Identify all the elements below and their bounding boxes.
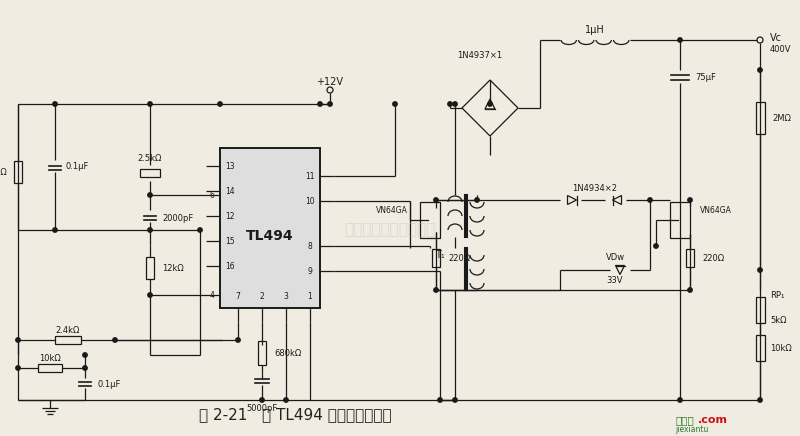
Text: 10kΩ: 10kΩ bbox=[770, 344, 792, 352]
Text: 11: 11 bbox=[306, 171, 314, 181]
Text: 400V: 400V bbox=[770, 45, 791, 54]
Circle shape bbox=[488, 102, 492, 106]
Text: 1μH: 1μH bbox=[585, 25, 605, 35]
Text: 1N4934×2: 1N4934×2 bbox=[573, 184, 618, 193]
Text: 2000pF: 2000pF bbox=[162, 214, 194, 222]
Text: VN64GA: VN64GA bbox=[376, 205, 408, 215]
Circle shape bbox=[16, 338, 20, 342]
Circle shape bbox=[318, 102, 322, 106]
Text: RP₁: RP₁ bbox=[770, 290, 784, 300]
Text: 1N4937×1: 1N4937×1 bbox=[458, 51, 502, 59]
Text: 220Ω: 220Ω bbox=[448, 253, 470, 262]
Text: 10kΩ: 10kΩ bbox=[39, 354, 61, 362]
Bar bbox=[146, 257, 154, 279]
Circle shape bbox=[448, 102, 452, 106]
Bar bbox=[220, 148, 320, 308]
Text: .com: .com bbox=[698, 415, 728, 425]
Text: 1: 1 bbox=[308, 292, 312, 300]
Text: 680kΩ: 680kΩ bbox=[274, 348, 302, 358]
Circle shape bbox=[328, 102, 332, 106]
Circle shape bbox=[648, 198, 652, 202]
Text: 10: 10 bbox=[305, 197, 315, 205]
Circle shape bbox=[148, 193, 152, 197]
Text: 75μF: 75μF bbox=[695, 74, 716, 82]
Bar bbox=[38, 364, 62, 372]
Text: 5kΩ: 5kΩ bbox=[770, 316, 786, 324]
Circle shape bbox=[758, 398, 762, 402]
Text: T₁: T₁ bbox=[435, 250, 445, 260]
Text: 220Ω: 220Ω bbox=[702, 253, 724, 262]
Text: 2: 2 bbox=[260, 292, 264, 300]
Text: 5000pF: 5000pF bbox=[246, 403, 278, 412]
Circle shape bbox=[678, 398, 682, 402]
Text: 7: 7 bbox=[235, 292, 241, 300]
Text: 15: 15 bbox=[225, 236, 235, 245]
Bar bbox=[55, 336, 81, 344]
Bar bbox=[755, 335, 765, 361]
Text: 接线图: 接线图 bbox=[675, 415, 694, 425]
Circle shape bbox=[83, 353, 87, 357]
Bar bbox=[670, 202, 690, 238]
Text: 6: 6 bbox=[209, 191, 214, 200]
Text: 0.1μF: 0.1μF bbox=[66, 161, 90, 170]
Text: 杭州将睿科技有限公司: 杭州将睿科技有限公司 bbox=[344, 222, 436, 238]
Circle shape bbox=[16, 366, 20, 370]
Circle shape bbox=[688, 198, 692, 202]
Circle shape bbox=[218, 102, 222, 106]
Circle shape bbox=[148, 228, 152, 232]
Text: 12kΩ: 12kΩ bbox=[162, 263, 184, 272]
Text: 2.4kΩ: 2.4kΩ bbox=[56, 326, 80, 334]
Text: 3: 3 bbox=[283, 292, 289, 300]
Circle shape bbox=[83, 366, 87, 370]
Text: 0.1μF: 0.1μF bbox=[97, 379, 120, 388]
Circle shape bbox=[688, 288, 692, 292]
Circle shape bbox=[475, 198, 479, 202]
Circle shape bbox=[654, 244, 658, 248]
Text: Vc: Vc bbox=[770, 33, 782, 43]
Circle shape bbox=[113, 338, 118, 342]
Circle shape bbox=[678, 38, 682, 42]
Bar bbox=[420, 202, 440, 238]
Circle shape bbox=[53, 228, 58, 232]
Circle shape bbox=[148, 293, 152, 297]
Circle shape bbox=[453, 398, 458, 402]
Circle shape bbox=[53, 102, 58, 106]
Text: 2.5kΩ: 2.5kΩ bbox=[138, 153, 162, 163]
Text: 16: 16 bbox=[225, 262, 235, 270]
Circle shape bbox=[198, 228, 202, 232]
Circle shape bbox=[758, 68, 762, 72]
Text: 4: 4 bbox=[209, 290, 214, 300]
Text: 33V: 33V bbox=[606, 276, 623, 285]
Text: 10kΩ: 10kΩ bbox=[0, 167, 7, 177]
Text: 8: 8 bbox=[308, 242, 312, 251]
Text: 2MΩ: 2MΩ bbox=[772, 113, 791, 123]
Circle shape bbox=[434, 288, 438, 292]
Text: 图 2-21   用 TL494 构成的高压电路: 图 2-21 用 TL494 构成的高压电路 bbox=[198, 408, 391, 422]
Text: jiexiantu: jiexiantu bbox=[675, 425, 708, 433]
Bar bbox=[258, 341, 266, 365]
Bar bbox=[755, 297, 765, 323]
Text: 12: 12 bbox=[226, 211, 234, 221]
Bar bbox=[755, 102, 765, 134]
Circle shape bbox=[148, 102, 152, 106]
Circle shape bbox=[260, 398, 264, 402]
Text: 13: 13 bbox=[225, 161, 235, 170]
Text: VN64GA: VN64GA bbox=[700, 205, 732, 215]
Circle shape bbox=[284, 398, 288, 402]
Bar bbox=[140, 169, 160, 177]
Text: VDw: VDw bbox=[606, 252, 625, 262]
Circle shape bbox=[236, 338, 240, 342]
Bar bbox=[432, 249, 440, 267]
Circle shape bbox=[438, 398, 442, 402]
Circle shape bbox=[453, 102, 458, 106]
Text: 14: 14 bbox=[225, 187, 235, 195]
Text: +12V: +12V bbox=[317, 77, 343, 87]
Circle shape bbox=[393, 102, 398, 106]
Bar bbox=[14, 161, 22, 183]
Text: 9: 9 bbox=[307, 266, 313, 276]
Text: TL494: TL494 bbox=[246, 229, 294, 243]
Circle shape bbox=[758, 268, 762, 272]
Circle shape bbox=[434, 198, 438, 202]
Bar bbox=[686, 249, 694, 267]
